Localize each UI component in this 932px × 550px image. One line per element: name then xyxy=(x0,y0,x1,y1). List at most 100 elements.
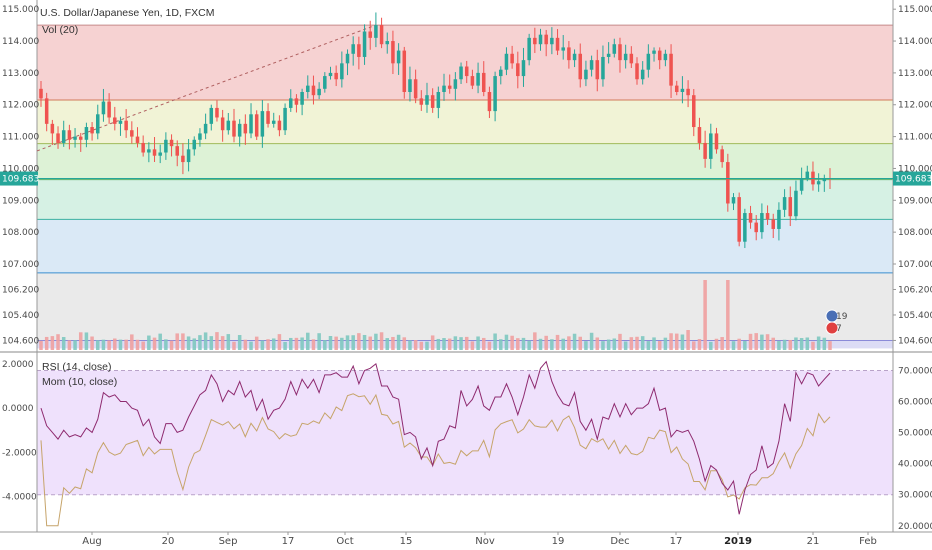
volume-bar-129 xyxy=(771,337,775,350)
candle-59 xyxy=(374,25,378,38)
candle-105 xyxy=(635,63,639,80)
candle-104 xyxy=(629,53,634,64)
candle-23 xyxy=(169,139,174,147)
candle-65 xyxy=(408,79,412,92)
volume-bar-78 xyxy=(481,337,486,350)
volume-bar-14 xyxy=(118,339,123,350)
volume-bar-77 xyxy=(476,336,480,350)
candle-106 xyxy=(640,69,645,80)
volume-bar-80 xyxy=(493,333,497,350)
candle-95 xyxy=(578,53,583,80)
x-tick-6: Nov xyxy=(475,536,495,547)
volume-bar-40 xyxy=(266,339,270,350)
volume-bar-26 xyxy=(186,336,191,350)
volume-bar-13 xyxy=(113,338,117,350)
volume-bar-113 xyxy=(680,334,685,350)
x-tick-8: Dec xyxy=(610,536,629,547)
candle-15 xyxy=(124,120,128,131)
volume-bar-112 xyxy=(674,333,679,350)
volume-bar-11 xyxy=(101,339,106,350)
candle-96 xyxy=(584,69,588,80)
event-label-1: 7 xyxy=(836,324,842,334)
volume-label: Vol (20) xyxy=(42,24,78,36)
candle-108 xyxy=(652,50,656,54)
x-tick-5: 15 xyxy=(400,536,413,547)
candle-74 xyxy=(459,66,463,80)
candle-39 xyxy=(260,111,265,137)
candle-21 xyxy=(158,152,162,156)
volume-bar-117 xyxy=(703,280,707,350)
candle-2 xyxy=(50,123,55,134)
volume-bar-132 xyxy=(788,339,793,350)
volume-bar-108 xyxy=(652,337,656,350)
price-candles[interactable]: 109.683 109.683 19 7 xyxy=(0,12,932,335)
volume-bar-99 xyxy=(601,341,605,350)
candle-19 xyxy=(147,149,151,153)
candle-138 xyxy=(822,178,827,182)
volume-bar-73 xyxy=(453,336,458,350)
volume-bar-103 xyxy=(623,341,628,350)
volume-bar-32 xyxy=(220,336,225,350)
mom-tick-2: -2.0000 xyxy=(2,448,37,458)
candle-63 xyxy=(396,50,401,64)
volume-bar-52 xyxy=(334,336,338,350)
candle-86 xyxy=(527,37,531,61)
volume-bar-137 xyxy=(816,336,821,350)
candle-13 xyxy=(113,117,117,124)
candle-135 xyxy=(805,171,810,178)
volume-bar-84 xyxy=(516,338,520,350)
candle-118 xyxy=(709,133,713,159)
volume-bar-24 xyxy=(175,333,179,350)
candle-82 xyxy=(504,53,509,70)
candle-22 xyxy=(164,139,168,153)
candle-20 xyxy=(152,149,157,156)
candle-41 xyxy=(271,120,276,124)
rsi-tick-3: 40.0000 xyxy=(898,460,932,470)
candle-120 xyxy=(720,149,724,163)
volume-bar-135 xyxy=(805,337,810,350)
candle-81 xyxy=(499,69,503,77)
rsi-pane[interactable] xyxy=(40,360,831,527)
volume-bar-56 xyxy=(357,333,361,350)
volume-bar-5 xyxy=(67,340,72,350)
volume-bar-121 xyxy=(726,280,730,350)
volume-bar-97 xyxy=(589,332,594,350)
x-tick-12: Feb xyxy=(859,536,877,547)
volume-bar-66 xyxy=(413,339,418,350)
candle-134 xyxy=(799,178,804,191)
volume-bar-75 xyxy=(464,336,469,350)
fib-band-4 xyxy=(37,219,893,273)
volume-bar-62 xyxy=(391,336,395,350)
candle-67 xyxy=(419,98,424,105)
candle-40 xyxy=(266,111,270,124)
candle-119 xyxy=(714,133,719,150)
momentum-line xyxy=(40,360,831,515)
volume-bar-28 xyxy=(198,335,202,350)
candle-88 xyxy=(538,34,543,45)
volume-bar-46 xyxy=(300,337,304,350)
volume-bar-81 xyxy=(499,339,503,350)
volume-bar-39 xyxy=(260,340,265,350)
candle-45 xyxy=(294,98,299,105)
volume-bar-9 xyxy=(90,336,94,350)
axes: 115.000 115.000 114.000 114.000 113.000 113.0… xyxy=(2,5,932,547)
price-tick-right-1: 114.000 xyxy=(898,37,932,47)
fib-band-1 xyxy=(37,99,893,144)
candle-103 xyxy=(623,53,628,61)
price-tick-right-7: 108.000 xyxy=(898,228,932,238)
volume-bar-134 xyxy=(799,338,804,350)
volume-bar-139 xyxy=(828,341,832,350)
price-tick-left-0: 115.000 xyxy=(2,5,39,15)
volume-bar-109 xyxy=(657,341,662,350)
price-tick-left-9: 106.200 xyxy=(2,285,39,295)
candle-79 xyxy=(487,92,492,112)
rsi-band xyxy=(37,370,893,495)
volume-bar-57 xyxy=(362,334,367,350)
price-tick-right-8: 107.000 xyxy=(898,260,932,270)
candle-57 xyxy=(362,31,367,57)
candle-55 xyxy=(351,44,355,54)
volume-bar-27 xyxy=(192,338,197,350)
volume-bar-89 xyxy=(544,335,548,350)
volume-bar-122 xyxy=(731,341,736,350)
